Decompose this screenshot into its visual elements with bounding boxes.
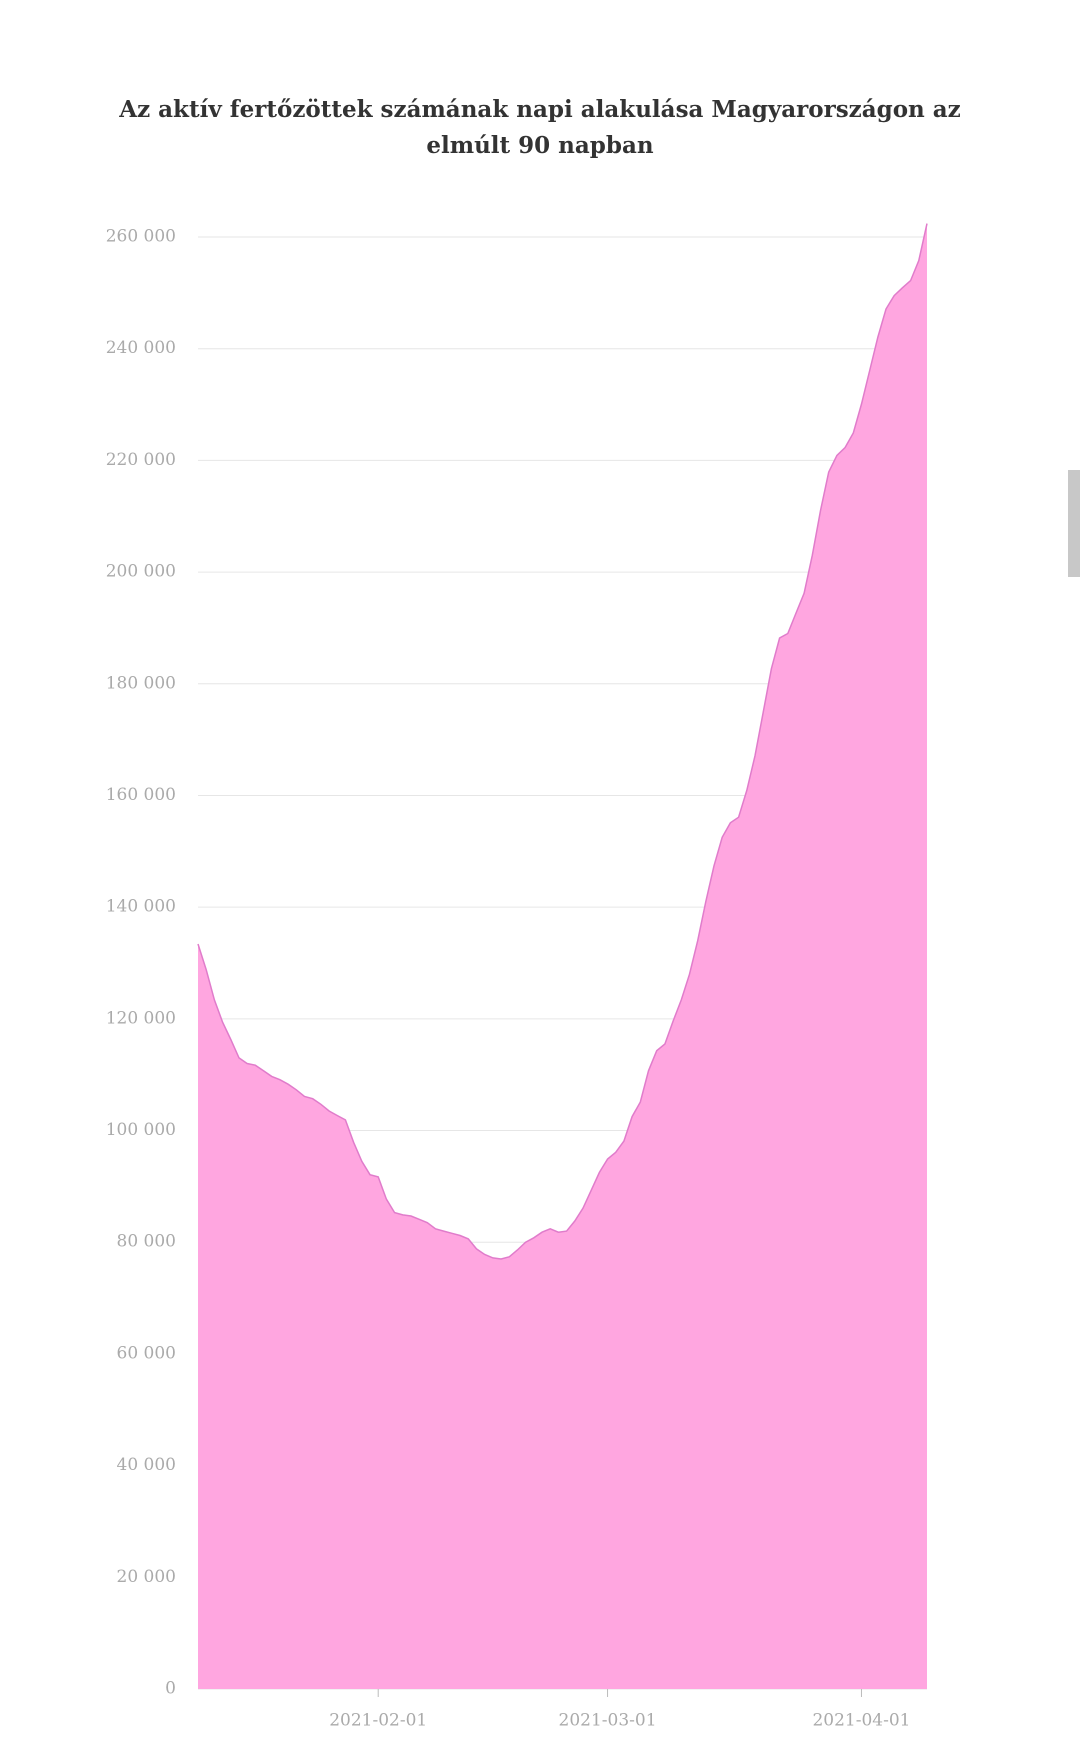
y-tick-label: 260 000: [106, 227, 176, 247]
area-line: [197, 223, 928, 1260]
y-tick-label: 120 000: [106, 1008, 176, 1028]
y-tick-label: 100 000: [106, 1120, 176, 1140]
y-tick-label: 80 000: [117, 1232, 176, 1252]
x-tick-label: 2021-02-01: [329, 1711, 427, 1731]
scrollbar[interactable]: [1068, 470, 1080, 577]
y-tick-label: 40 000: [117, 1455, 176, 1475]
chart-title: Az aktív fertőzöttek számának napi alaku…: [119, 96, 961, 159]
y-tick-label: 20 000: [117, 1567, 176, 1587]
area: [198, 223, 927, 1690]
y-tick-label: 200 000: [106, 562, 176, 582]
y-tick-label: 60 000: [117, 1343, 176, 1363]
x-tick-label: 2021-04-01: [812, 1711, 910, 1731]
y-tick-label: 160 000: [106, 785, 176, 805]
y-tick-label: 0: [165, 1679, 176, 1699]
y-tick-label: 140 000: [106, 897, 176, 917]
y-tick-label: 240 000: [106, 338, 176, 358]
x-tick-label: 2021-03-01: [559, 1711, 657, 1731]
y-tick-label: 180 000: [106, 673, 176, 693]
y-tick-label: 220 000: [106, 450, 176, 470]
